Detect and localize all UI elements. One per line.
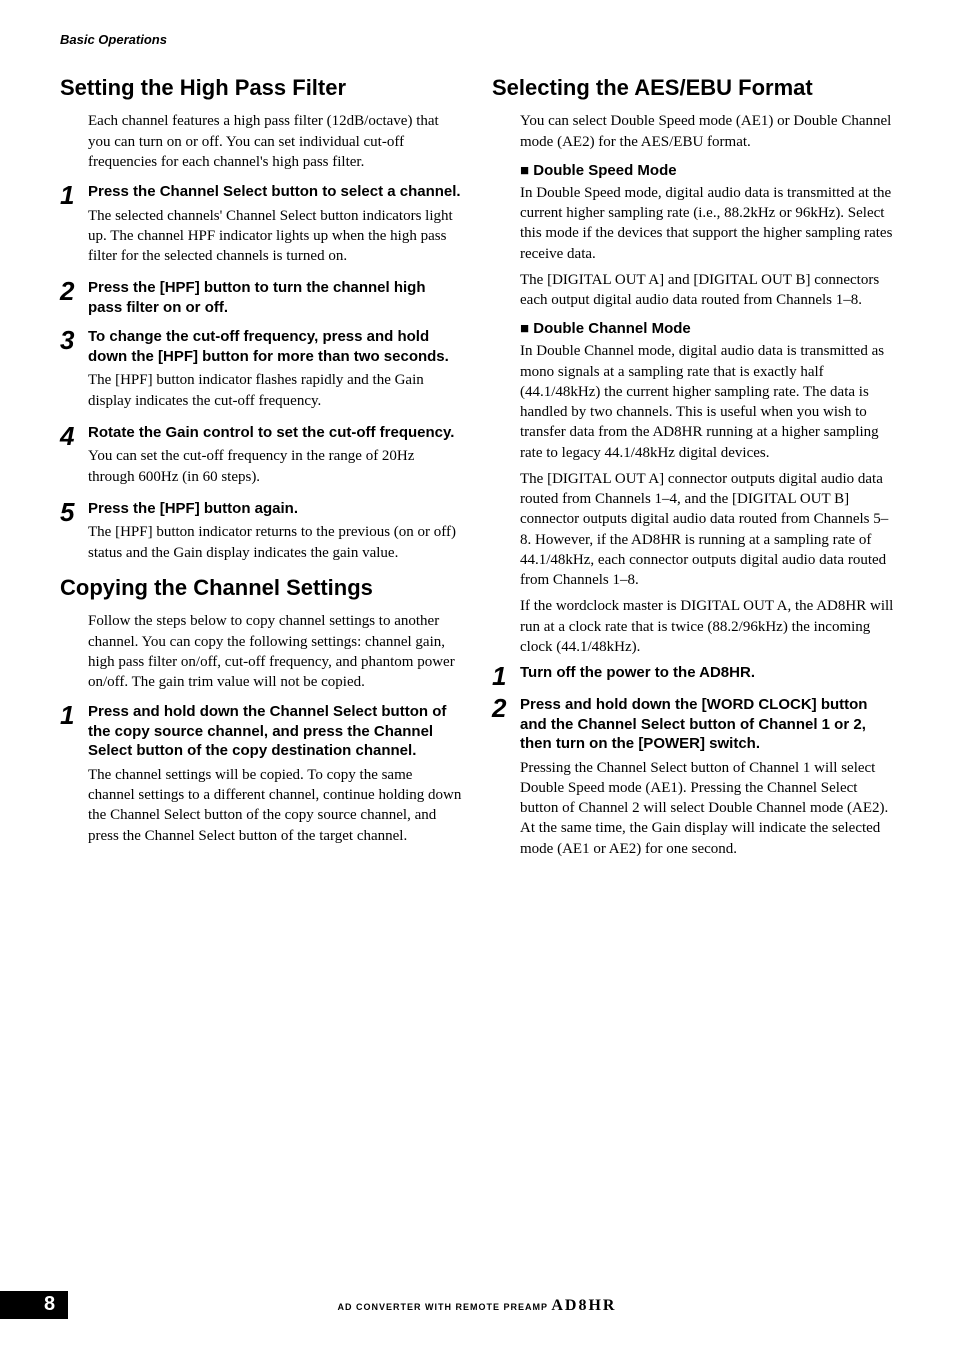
step-number: 2 (60, 278, 88, 321)
step-head: Press the [HPF] button to turn the chann… (88, 278, 462, 317)
step: 3 To change the cut-off frequency, press… (60, 327, 462, 417)
step-number: 1 (60, 182, 88, 272)
step-number: 3 (60, 327, 88, 417)
running-head: Basic Operations (60, 32, 894, 47)
step-text: The [HPF] button indicator flashes rapid… (88, 370, 462, 411)
step-head: To change the cut-off frequency, press a… (88, 327, 462, 366)
sub-heading: Double Speed Mode (520, 162, 894, 179)
footer-tagline-text: AD CONVERTER WITH REMOTE PREAMP (338, 1302, 548, 1312)
step-head: Turn off the power to the AD8HR. (520, 663, 894, 683)
step-number: 4 (60, 423, 88, 493)
page-footer: 8 AD CONVERTER WITH REMOTE PREAMP AD8HR (0, 1291, 954, 1319)
sub-heading: Double Channel Mode (520, 320, 894, 337)
right-column: Selecting the AES/EBU Format You can sel… (492, 75, 894, 871)
step-number: 2 (492, 695, 520, 865)
step-head: Press and hold down the Channel Select b… (88, 702, 462, 761)
step: 1 Turn off the power to the AD8HR. (492, 663, 894, 689)
step: 4 Rotate the Gain control to set the cut… (60, 423, 462, 493)
step-text: The [HPF] button indicator returns to th… (88, 522, 462, 563)
body-paragraph: The [DIGITAL OUT A] connector outputs di… (520, 469, 894, 591)
step: 1 Press the Channel Select button to sel… (60, 182, 462, 272)
step-text: Pressing the Channel Select button of Ch… (520, 758, 894, 859)
step: 2 Press and hold down the [WORD CLOCK] b… (492, 695, 894, 865)
step-head: Press and hold down the [WORD CLOCK] but… (520, 695, 894, 754)
section-title-hpf: Setting the High Pass Filter (60, 75, 462, 101)
footer-tagline: AD CONVERTER WITH REMOTE PREAMP AD8HR (0, 1297, 954, 1315)
step-head: Press the Channel Select button to selec… (88, 182, 462, 202)
section-intro: You can select Double Speed mode (AE1) o… (520, 111, 894, 152)
step: 1 Press and hold down the Channel Select… (60, 702, 462, 852)
body-paragraph: In Double Channel mode, digital audio da… (520, 341, 894, 463)
step: 5 Press the [HPF] button again. The [HPF… (60, 499, 462, 569)
step-text: You can set the cut-off frequency in the… (88, 446, 462, 487)
step-text: The selected channels' Channel Select bu… (88, 206, 462, 267)
step-text: The channel settings will be copied. To … (88, 765, 462, 846)
footer-model: AD8HR (551, 1297, 616, 1314)
step-number: 1 (60, 702, 88, 852)
section-intro: Follow the steps below to copy channel s… (88, 611, 462, 692)
left-column: Setting the High Pass Filter Each channe… (60, 75, 462, 871)
step-head: Press the [HPF] button again. (88, 499, 462, 519)
step: 2 Press the [HPF] button to turn the cha… (60, 278, 462, 321)
section-intro: Each channel features a high pass filter… (88, 111, 462, 172)
section-title-copy: Copying the Channel Settings (60, 575, 462, 601)
step-number: 1 (492, 663, 520, 689)
section-title-aes: Selecting the AES/EBU Format (492, 75, 894, 101)
body-paragraph: In Double Speed mode, digital audio data… (520, 183, 894, 264)
body-paragraph: The [DIGITAL OUT A] and [DIGITAL OUT B] … (520, 270, 894, 311)
step-number: 5 (60, 499, 88, 569)
step-head: Rotate the Gain control to set the cut-o… (88, 423, 462, 443)
body-paragraph: If the wordclock master is DIGITAL OUT A… (520, 596, 894, 657)
